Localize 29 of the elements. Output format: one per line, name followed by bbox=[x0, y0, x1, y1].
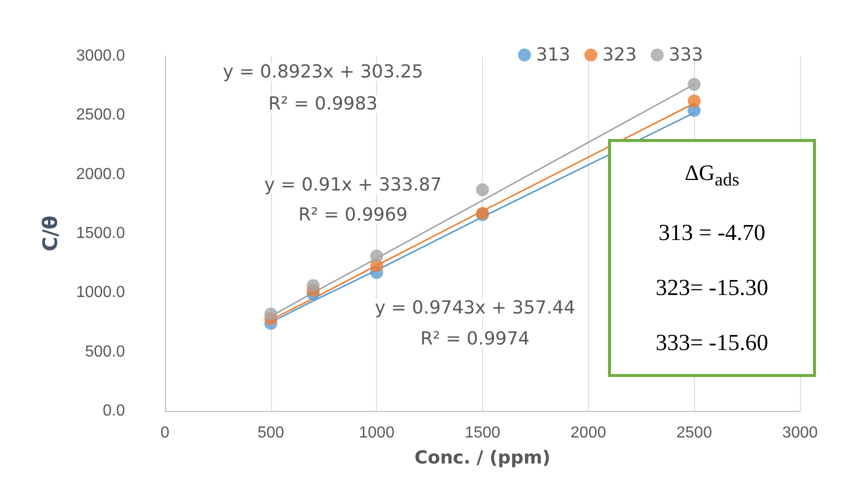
annotation: R² = 0.9974 bbox=[420, 328, 530, 350]
y-tick-label: 1000.0 bbox=[76, 284, 126, 302]
annotation: 313 = -4.70 bbox=[658, 220, 766, 246]
x-tick-label: 2000 bbox=[570, 424, 606, 442]
annotation: 323= -15.30 bbox=[656, 274, 768, 301]
annotation: y = 0.8923x + 303.25 bbox=[222, 62, 424, 82]
annotation: R² = 0.9969 bbox=[298, 204, 408, 226]
y-axis-title: C/θ bbox=[38, 216, 62, 252]
annotation: y = 0.9743x + 357.44 bbox=[374, 298, 576, 318]
y-tick-label: 0.0 bbox=[102, 402, 126, 420]
legend-label: 313 bbox=[536, 44, 570, 66]
x-axis-title: Conc. / (ppm) bbox=[414, 448, 550, 468]
x-tick-label: 500 bbox=[257, 424, 284, 442]
y-tick-label: 2500.0 bbox=[76, 106, 126, 124]
y-tick-label: 500.0 bbox=[84, 343, 126, 360]
y-tick-label: 3000.0 bbox=[76, 48, 126, 64]
x-tick-label: 2500 bbox=[676, 424, 712, 442]
legend-label: 333 bbox=[668, 44, 704, 66]
x-tick-label: 0 bbox=[160, 424, 170, 442]
x-tick-label: 3000 bbox=[782, 424, 818, 442]
annotation: y = 0.91x + 333.87 bbox=[264, 174, 442, 196]
annotation: 333= -15.60 bbox=[656, 330, 768, 356]
x-tick-label: 1500 bbox=[464, 424, 500, 442]
y-tick-label: 1500.0 bbox=[76, 225, 126, 242]
x-tick-label: 1000 bbox=[358, 424, 395, 442]
annotation: R² = 0.9983 bbox=[268, 94, 378, 114]
y-tick-label: 2000.0 bbox=[76, 166, 126, 183]
annotation: ΔG$_{ads}$ bbox=[684, 160, 740, 191]
legend-label: 323 bbox=[602, 44, 637, 66]
